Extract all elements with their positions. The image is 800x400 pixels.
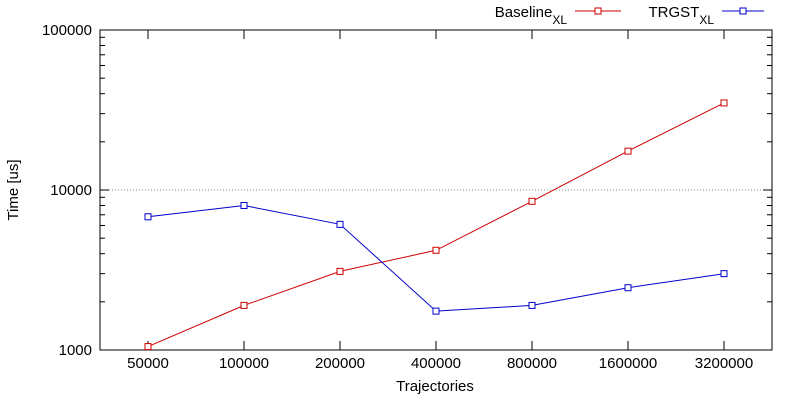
data-point-baseline	[624, 147, 632, 155]
x-tick-label: 100000	[219, 355, 269, 372]
data-point-baseline	[528, 197, 536, 205]
y-axis-label: Time [us]	[5, 159, 22, 220]
x-tick-label: 1600000	[599, 355, 657, 372]
data-point-baseline	[336, 267, 344, 275]
y-tick-label: 10000	[50, 182, 92, 199]
legend-marker-trgst	[739, 7, 747, 15]
data-point-trgst	[528, 301, 536, 309]
x-tick-label: 400000	[411, 355, 461, 372]
data-point-trgst	[720, 270, 728, 278]
legend[interactable]: BaselineXL TRGSTXL	[495, 4, 764, 27]
legend-item-baseline[interactable]: BaselineXL	[495, 4, 621, 27]
data-point-trgst	[144, 213, 152, 221]
x-axis-label: Trajectories	[396, 378, 474, 395]
legend-marker-baseline	[594, 7, 602, 15]
data-point-trgst	[336, 220, 344, 228]
legend-label-baseline: BaselineXL	[495, 4, 568, 27]
x-tick-label: 3200000	[695, 355, 753, 372]
data-point-baseline	[144, 343, 152, 351]
data-point-baseline	[240, 301, 248, 309]
data-point-baseline	[720, 99, 728, 107]
legend-item-trgst[interactable]: TRGSTXL	[648, 4, 764, 27]
x-tick-label: 800000	[507, 355, 557, 372]
axis-ticks	[100, 29, 772, 351]
x-tick-label: 200000	[315, 355, 365, 372]
data-point-baseline	[432, 246, 440, 254]
legend-label-trgst: TRGSTXL	[648, 4, 714, 27]
series-layer	[144, 99, 728, 351]
data-point-trgst	[624, 284, 632, 292]
data-point-trgst	[240, 202, 248, 210]
x-tick-label: 50000	[127, 355, 169, 372]
data-point-trgst	[432, 307, 440, 315]
tick-labels: 1000 10000 100000 50000 100000 200000 400000 80…	[42, 22, 753, 372]
y-tick-label: 100000	[42, 22, 92, 39]
y-tick-label: 1000	[59, 342, 92, 359]
